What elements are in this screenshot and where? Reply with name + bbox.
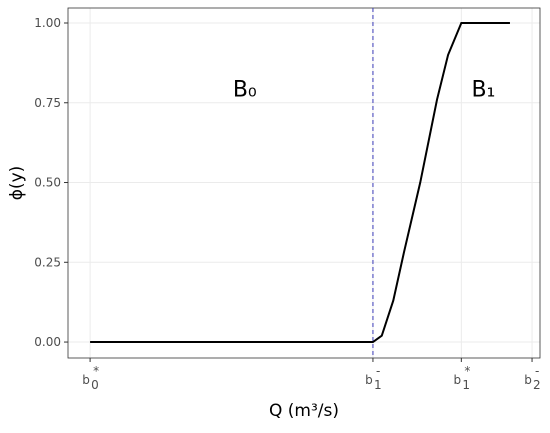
y-tick-label: 0.75: [34, 96, 61, 110]
x-tick-base: b: [454, 373, 462, 387]
x-tick-sub: 2: [533, 378, 541, 392]
line: [90, 21, 510, 344]
x-tick-sub: 1: [462, 378, 470, 392]
x-tick-sup: *: [93, 364, 99, 378]
x-tick-label: b*1: [454, 364, 471, 392]
annotation: B₀: [233, 77, 257, 102]
x-tick-sub: 0: [91, 378, 99, 392]
x-axis-title: Q (m³/s): [269, 401, 339, 421]
x-tick-label: b*0: [82, 364, 99, 392]
x-tick-sup: -: [535, 364, 539, 378]
x-tick-sup: -: [376, 364, 380, 378]
y-tick-label: 0.50: [34, 176, 61, 190]
y-tick-label: 0.00: [34, 335, 61, 349]
x-tick-label: b-1: [365, 364, 381, 392]
y-tick-label: 1.00: [34, 16, 61, 30]
x-tick-base: b: [524, 373, 532, 387]
x-tick-sup: *: [464, 364, 470, 378]
x-tick-base: b: [365, 373, 373, 387]
y-axis-title: ϕ(y): [7, 166, 27, 201]
y-tick-label: 0.25: [34, 255, 61, 269]
panel-border: [67, 7, 541, 359]
x-tick-sub: 1: [374, 378, 382, 392]
x-tick-label: b-2: [524, 364, 540, 392]
annotation: B₁: [471, 77, 495, 102]
x-tick-base: b: [82, 373, 90, 387]
